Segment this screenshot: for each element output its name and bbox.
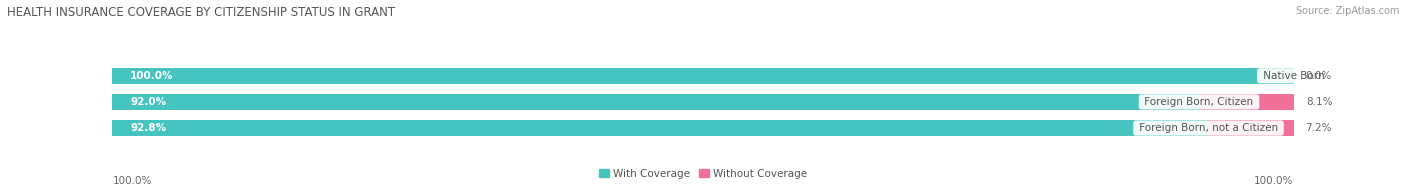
Text: 100.0%: 100.0% [112, 176, 152, 186]
Bar [112, 68, 1294, 84]
Text: HEALTH INSURANCE COVERAGE BY CITIZENSHIP STATUS IN GRANT: HEALTH INSURANCE COVERAGE BY CITIZENSHIP… [7, 6, 395, 19]
Bar [112, 68, 1294, 84]
Bar [112, 94, 1199, 110]
Text: Foreign Born, Citizen: Foreign Born, Citizen [1142, 97, 1257, 107]
Text: 8.1%: 8.1% [1306, 97, 1333, 107]
Text: 0.0%: 0.0% [1305, 71, 1331, 81]
Legend: With Coverage, Without Coverage: With Coverage, Without Coverage [595, 164, 811, 183]
Text: 100.0%: 100.0% [131, 71, 174, 81]
Text: Foreign Born, not a Citizen: Foreign Born, not a Citizen [1136, 123, 1281, 133]
Bar [1209, 120, 1294, 136]
Text: 7.2%: 7.2% [1305, 123, 1331, 133]
Bar [112, 120, 1294, 136]
Text: Native Born: Native Born [1260, 71, 1327, 81]
Text: 100.0%: 100.0% [1254, 176, 1294, 186]
Text: Source: ZipAtlas.com: Source: ZipAtlas.com [1295, 6, 1399, 16]
Bar [112, 120, 1209, 136]
Bar [1199, 94, 1295, 110]
Bar [112, 94, 1294, 110]
Text: 92.0%: 92.0% [131, 97, 166, 107]
Text: 92.8%: 92.8% [131, 123, 166, 133]
